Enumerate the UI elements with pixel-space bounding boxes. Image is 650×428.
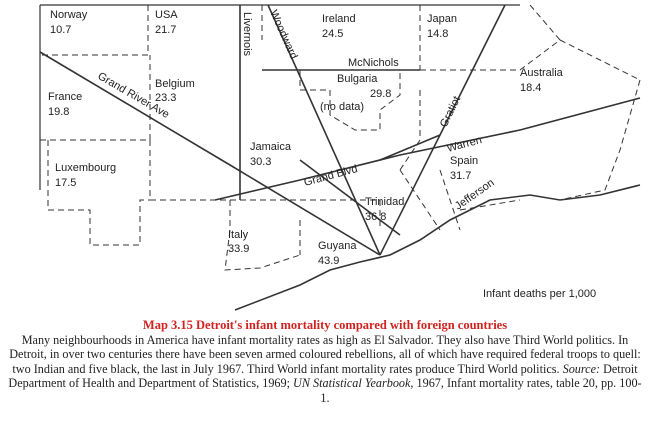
street-label: Grand Blvd xyxy=(303,163,359,189)
street-label: Warren xyxy=(446,134,484,155)
region-name: Luxembourg xyxy=(55,162,116,174)
source-tail: , 1967, Infant mortality rates, table 20… xyxy=(320,376,642,405)
region-name: Spain xyxy=(450,155,478,167)
region-name: Belgium xyxy=(155,78,195,90)
region-name: Ireland xyxy=(322,13,356,25)
region-labels: Norway 10.7 USA 21.7 Ireland 24.5 Japan … xyxy=(48,9,564,267)
region-value: 18.4 xyxy=(520,82,541,94)
region-name: Trinidad xyxy=(365,196,404,208)
map-lines xyxy=(39,4,641,311)
region-value: 43.9 xyxy=(318,255,339,267)
region-name: Guyana xyxy=(318,240,357,252)
region-value: 33.9 xyxy=(228,243,249,255)
region-value: 31.7 xyxy=(450,170,471,182)
street-label: McNichols xyxy=(348,57,399,69)
legend-note: Infant deaths per 1,000 xyxy=(483,288,596,300)
region-value: 21.7 xyxy=(155,24,176,36)
region-value: 19.8 xyxy=(48,106,69,118)
region-value: 17.5 xyxy=(55,177,76,189)
region-name: Bulgaria xyxy=(337,73,378,85)
region-value: 29.8 xyxy=(370,88,391,100)
region-name: USA xyxy=(155,9,178,21)
caption-body: Many neighbourhoods in America have infa… xyxy=(9,332,641,376)
region-name: Jamaica xyxy=(250,141,292,153)
source-label: Source: xyxy=(562,361,601,376)
street-label: Livernois xyxy=(241,12,253,57)
street-label: Woodward xyxy=(267,8,299,61)
region-name: Norway xyxy=(50,9,88,21)
region-value: 30.3 xyxy=(250,156,271,168)
region-value: 23.3 xyxy=(155,92,176,104)
region-name: Australia xyxy=(520,67,564,79)
region-name: France xyxy=(48,91,82,103)
street-label: Gratiot xyxy=(438,94,463,129)
region-value: 14.8 xyxy=(427,28,448,40)
source-text: Detroit Department of Health and Departm… xyxy=(8,361,638,391)
region-value: 24.5 xyxy=(322,28,343,40)
caption: Map 3.15 Detroit's infant mortality comp… xyxy=(8,318,642,405)
region-name: Japan xyxy=(427,13,457,25)
no-data-label: (no data) xyxy=(320,101,364,113)
region-value: 10.7 xyxy=(50,24,71,36)
region-value: 36.8 xyxy=(365,211,386,223)
source-italic: UN Statistical Yearbook xyxy=(293,376,411,390)
region-name: Italy xyxy=(228,229,249,241)
caption-title: Map 3.15 Detroit's infant mortality comp… xyxy=(142,318,508,332)
map: Norway 10.7 USA 21.7 Ireland 24.5 Japan … xyxy=(39,4,641,311)
